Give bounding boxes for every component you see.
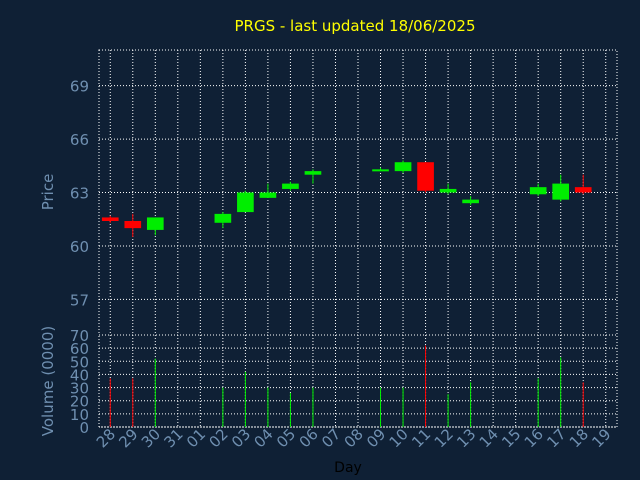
volume-axis-label: Volume (0000) — [39, 326, 57, 436]
candle-body — [214, 213, 232, 223]
price-tick-labels: 57 60 63 66 69 — [70, 78, 89, 310]
price-tick-label: 63 — [70, 185, 89, 203]
price-tick-label: 66 — [70, 131, 89, 149]
price-tick-label: 57 — [70, 291, 89, 309]
candle-body — [101, 217, 119, 221]
price-axis-label: Price — [39, 174, 57, 211]
x-axis-label: Day — [334, 460, 362, 476]
candle-body — [146, 217, 164, 230]
candle-body — [417, 162, 434, 191]
candle-body — [574, 187, 592, 193]
candle-body — [237, 192, 254, 213]
candlesticks — [101, 160, 592, 238]
candle-body — [439, 188, 457, 193]
candle-body — [304, 171, 322, 175]
candle-body — [372, 169, 389, 172]
candle-body — [552, 183, 570, 200]
candle-body — [394, 162, 412, 172]
chart-title: PRGS - last updated 18/06/2025 — [235, 17, 476, 35]
price-tick-label: 69 — [70, 78, 89, 96]
x-tick-labels: 2829303101020304050607080910111213141516… — [93, 425, 615, 451]
volume-tick-label: 60 — [70, 340, 89, 358]
volume-tick-label: 50 — [70, 353, 89, 371]
candle-body — [462, 199, 479, 204]
price-grid — [98, 49, 618, 336]
volume-bars — [109, 345, 584, 427]
volume-tick-label: 0 — [79, 419, 89, 437]
volume-tick-label: 70 — [70, 327, 89, 345]
volume-tick-label: 30 — [70, 380, 89, 398]
candle-body — [124, 221, 142, 229]
candle-body — [529, 187, 547, 195]
volume-tick-label: 40 — [70, 366, 89, 384]
price-tick-label: 60 — [70, 238, 89, 256]
volume-tick-label: 20 — [70, 393, 89, 411]
volume-tick-label: 10 — [70, 406, 89, 424]
candle-body — [259, 192, 277, 198]
candle-body — [282, 183, 299, 189]
